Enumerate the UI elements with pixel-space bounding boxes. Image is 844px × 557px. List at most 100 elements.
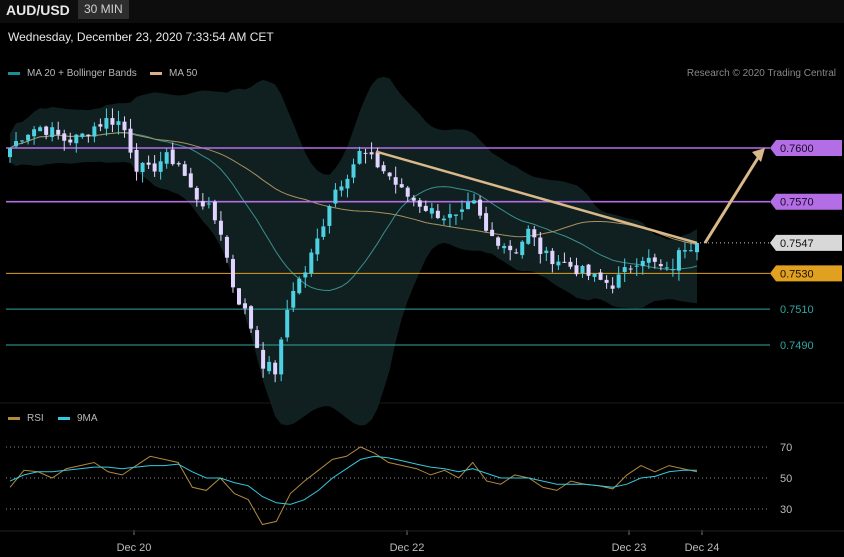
candle-body xyxy=(550,250,555,265)
candle-body xyxy=(682,250,687,252)
candle-body xyxy=(423,205,428,211)
legend-rsi: RSI xyxy=(8,413,44,424)
candle-body xyxy=(538,237,543,254)
price-tag-bg xyxy=(770,140,842,156)
candle-body xyxy=(146,162,151,165)
candle-body xyxy=(44,126,49,135)
ma50-legend-label: MA 50 xyxy=(169,68,198,79)
rsi-swatch-icon xyxy=(8,417,20,420)
candle-body xyxy=(574,265,579,275)
candle-body xyxy=(502,245,507,249)
candle-body xyxy=(62,133,67,141)
timeframe-button[interactable]: 30 MIN xyxy=(78,0,129,19)
candle-body xyxy=(50,127,55,138)
candle-body xyxy=(646,257,651,263)
ma20-legend-label: MA 20 + Bollinger Bands xyxy=(27,68,137,79)
candle-body xyxy=(176,163,181,165)
price-tag-bg xyxy=(770,193,842,210)
candle-body xyxy=(200,201,205,207)
candle-body xyxy=(441,218,446,221)
ma9-legend-label: 9MA xyxy=(77,413,98,424)
candle-body xyxy=(363,152,368,154)
candle-body xyxy=(610,285,615,289)
price-tag-bg xyxy=(770,265,842,282)
ma20-swatch-icon xyxy=(8,72,20,75)
candle-body xyxy=(375,152,380,168)
x-tick-label: Dec 20 xyxy=(117,542,152,554)
price-tag-label: 0.7570 xyxy=(780,197,814,209)
candle-body xyxy=(652,257,657,262)
candle-body xyxy=(532,229,537,238)
candle-body xyxy=(285,310,290,338)
candle-body xyxy=(381,165,386,172)
candle-body xyxy=(38,127,43,132)
candle-body xyxy=(152,163,157,172)
candle-body xyxy=(297,278,302,294)
candle-body xyxy=(14,141,19,147)
candle-body xyxy=(110,118,115,125)
candle-body xyxy=(484,213,489,231)
bollinger-band-area xyxy=(10,76,697,426)
candle-body xyxy=(255,330,260,348)
candle-body xyxy=(68,139,73,143)
projection-arrow xyxy=(703,152,763,244)
candle-body xyxy=(640,260,645,267)
candle-body xyxy=(429,208,434,214)
candle-body xyxy=(243,303,248,309)
price-levels xyxy=(6,147,770,346)
candle-body xyxy=(405,187,410,197)
candle-body xyxy=(303,272,308,278)
candle-body xyxy=(122,121,127,131)
candle-body xyxy=(658,264,663,267)
candle-body xyxy=(170,149,175,165)
price-tag-label: 0.7547 xyxy=(780,238,814,250)
price-tag-label: 0.7490 xyxy=(780,340,814,352)
rsi-line xyxy=(9,446,698,526)
candle-body xyxy=(496,237,501,246)
candle-body xyxy=(628,268,633,270)
candle-body xyxy=(622,267,627,273)
candle-body xyxy=(116,121,121,125)
price-tag-label: 0.7510 xyxy=(780,304,814,316)
candle-body xyxy=(32,129,37,137)
candle-body xyxy=(20,140,25,142)
candle-body xyxy=(279,339,284,375)
candle-body xyxy=(417,200,422,207)
x-tick-label: Dec 24 xyxy=(685,542,720,554)
candle-body xyxy=(104,118,109,129)
top-bar: AUD/USD 30 MIN xyxy=(0,0,844,23)
candle-body xyxy=(508,245,513,251)
trendline xyxy=(375,150,698,245)
candle-body xyxy=(140,162,145,173)
candle-body xyxy=(351,164,356,178)
candle-body xyxy=(459,209,464,212)
candle-body xyxy=(86,134,91,137)
legend-9ma: 9MA xyxy=(58,413,98,424)
candle-body xyxy=(592,273,597,277)
candle-body xyxy=(8,148,12,158)
x-tick-label: Dec 23 xyxy=(612,542,647,554)
candles xyxy=(8,108,699,383)
candle-body xyxy=(472,200,477,204)
candle-body xyxy=(74,134,79,144)
candle-body xyxy=(586,264,591,276)
candle-body xyxy=(56,129,61,135)
candle-body xyxy=(447,214,452,218)
candle-body xyxy=(490,229,495,237)
candle-body xyxy=(98,124,103,127)
price-labels: 0.7600 0.7570 0.7547 0.7530 0.7510 0.7490 xyxy=(770,140,842,352)
legend-ma20: MA 20 + Bollinger Bands xyxy=(8,68,137,79)
candle-body xyxy=(478,199,483,216)
candle-body xyxy=(393,177,398,185)
candle-body xyxy=(92,126,97,137)
rsi-panel: 70 50 30 xyxy=(6,442,792,526)
candle-body xyxy=(339,186,344,191)
chart-datetime: Wednesday, December 23, 2020 7:33:54 AM … xyxy=(8,30,274,44)
research-credit: Research © 2020 Trading Central xyxy=(686,68,836,79)
candle-body xyxy=(688,250,693,252)
rsi-tick-label: 70 xyxy=(780,442,792,454)
candle-body xyxy=(466,202,470,210)
candle-body xyxy=(26,134,31,141)
candle-body xyxy=(670,269,675,271)
